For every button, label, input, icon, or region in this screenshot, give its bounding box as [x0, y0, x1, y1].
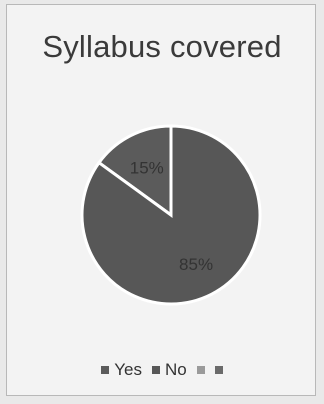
- data-label-0: 15%: [130, 158, 164, 177]
- chart-title: Syllabus covered: [42, 29, 282, 64]
- pie-chart: 15% 85%: [80, 124, 262, 306]
- legend-item-1: No: [152, 360, 187, 380]
- chart-area: Syllabus covered 15% 85% Yes No: [6, 4, 316, 396]
- pie-slice-yes: [96, 124, 173, 218]
- legend-swatch-1: [152, 366, 160, 374]
- legend-item-2: [196, 366, 205, 374]
- legend-item-0: Yes: [101, 360, 142, 380]
- legend-item-3: [214, 366, 223, 374]
- legend: Yes No: [7, 360, 317, 380]
- legend-label-0: Yes: [114, 360, 142, 379]
- pie-slice-no: [80, 124, 262, 306]
- legend-swatch-2: [196, 366, 205, 374]
- data-label-1: 85%: [179, 255, 213, 274]
- legend-swatch-0: [101, 366, 110, 374]
- legend-label-1: No: [165, 360, 187, 379]
- legend-swatch-3: [214, 366, 223, 374]
